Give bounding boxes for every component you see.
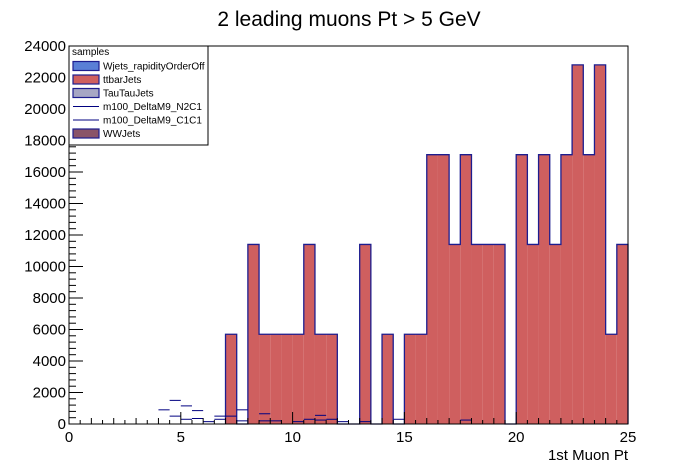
legend-entry-label: WWJets bbox=[103, 129, 140, 140]
y-axis: 0 2000 4000 6000 8000 10000 12000 14000 16000 180… bbox=[24, 38, 83, 433]
histogram-bar bbox=[326, 334, 338, 424]
histogram-bar bbox=[225, 334, 237, 424]
y-tick-label: 16000 bbox=[24, 164, 66, 181]
y-tick-label: 14000 bbox=[24, 196, 66, 213]
histogram-bar bbox=[314, 334, 327, 424]
x-tick-label: 25 bbox=[620, 429, 637, 446]
y-tick-label: 8000 bbox=[33, 290, 66, 307]
histogram-bar bbox=[616, 244, 628, 424]
x-tick-label: 10 bbox=[284, 429, 301, 446]
x-tick-label: 5 bbox=[177, 429, 185, 446]
legend-swatch bbox=[72, 74, 100, 85]
histogram-bar bbox=[437, 154, 450, 425]
histogram-bar bbox=[449, 244, 461, 424]
x-axis: 0 5 10 15 20 25 bbox=[65, 412, 637, 446]
histogram-bar bbox=[281, 334, 293, 424]
histogram-bar bbox=[303, 244, 315, 424]
x-tick-label: 20 bbox=[508, 429, 525, 446]
bars-layer bbox=[224, 64, 629, 425]
histogram-bar bbox=[415, 334, 427, 424]
histogram-bar bbox=[359, 244, 371, 424]
histogram-bar bbox=[259, 334, 271, 424]
histogram-bar bbox=[572, 64, 584, 425]
y-tick-label: 20000 bbox=[24, 101, 66, 118]
chart-title: 2 leading muons Pt > 5 GeV bbox=[217, 8, 480, 31]
histogram-bar bbox=[292, 334, 304, 424]
markers-layer bbox=[158, 399, 472, 423]
histogram-bar bbox=[493, 244, 506, 424]
y-tick-label: 6000 bbox=[33, 322, 66, 339]
legend-swatch bbox=[72, 60, 100, 72]
histogram-bar bbox=[460, 154, 472, 425]
legend-swatch bbox=[72, 128, 100, 139]
histogram-bar bbox=[482, 244, 494, 424]
x-tick-label: 0 bbox=[65, 429, 73, 446]
y-tick-label: 22000 bbox=[24, 70, 66, 87]
histogram-bar bbox=[426, 154, 438, 425]
y-tick-label: 24000 bbox=[24, 38, 66, 55]
histogram-bar bbox=[270, 334, 282, 424]
legend-entry-label: TauTauJets bbox=[103, 89, 154, 100]
histogram-bar bbox=[538, 154, 550, 425]
histogram-bar bbox=[560, 154, 573, 425]
histogram-bar bbox=[594, 64, 606, 425]
y-tick-label: 2000 bbox=[33, 385, 66, 402]
legend-entry-label: m100_DeltaM9_C1C1 bbox=[103, 116, 202, 127]
histogram-bar bbox=[382, 334, 394, 424]
y-tick-label: 4000 bbox=[33, 353, 66, 370]
y-tick-label: 18000 bbox=[24, 133, 66, 150]
legend-swatch bbox=[72, 87, 100, 99]
histogram-outline bbox=[224, 64, 629, 425]
histogram-bar bbox=[516, 154, 528, 425]
histogram-bar bbox=[471, 244, 483, 424]
histogram-bar bbox=[247, 244, 260, 424]
legend-entry-label: Wjets_rapidityOrderOff bbox=[103, 62, 205, 73]
histogram-bar bbox=[527, 244, 539, 424]
histogram-bar bbox=[549, 244, 561, 424]
y-tick-label: 12000 bbox=[24, 227, 66, 244]
histogram-bar bbox=[404, 334, 416, 424]
histogram-bar bbox=[583, 154, 595, 425]
legend-entry-label: m100_DeltaM9_N2C1 bbox=[103, 102, 202, 113]
x-tick-label: 15 bbox=[396, 429, 413, 446]
y-tick-label: 10000 bbox=[24, 259, 66, 276]
legend-entry-label: ttbarJets bbox=[103, 75, 141, 86]
x-axis-title: 1st Muon Pt bbox=[548, 447, 629, 464]
legend: samples Wjets_rapidityOrderOff ttbarJets Ta… bbox=[68, 45, 209, 146]
legend-title: samples bbox=[72, 47, 109, 58]
histogram-bar bbox=[605, 334, 617, 424]
y-tick-label: 0 bbox=[58, 416, 66, 433]
